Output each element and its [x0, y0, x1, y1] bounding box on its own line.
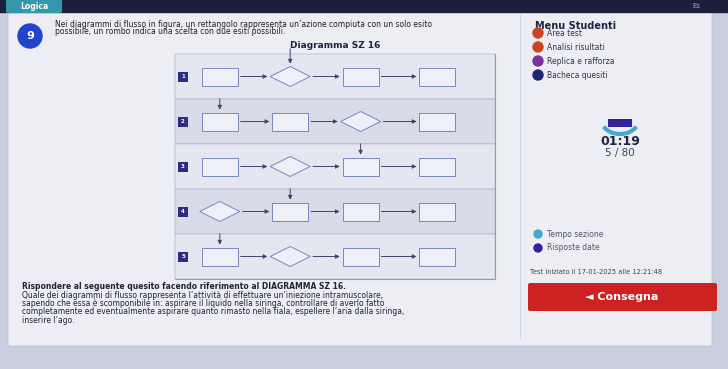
Text: Tempo sezione: Tempo sezione: [547, 230, 604, 238]
Text: sapendo che essa è scomponibile in: aspirare il liquido nella siringa, controlla: sapendo che essa è scomponibile in: aspi…: [22, 299, 384, 308]
Text: Nei diagrammi di flusso in figura, un rettangolo rappresenta un’azione compiuta : Nei diagrammi di flusso in figura, un re…: [55, 20, 432, 29]
Bar: [178, 117, 188, 127]
Polygon shape: [270, 66, 310, 86]
Bar: [419, 68, 456, 86]
FancyBboxPatch shape: [8, 12, 712, 346]
Text: Bacheca quesiti: Bacheca quesiti: [547, 70, 608, 79]
Text: Area test: Area test: [547, 28, 582, 38]
FancyBboxPatch shape: [6, 0, 62, 13]
Bar: [175, 54, 495, 99]
Bar: [178, 162, 188, 172]
Text: 5 / 80: 5 / 80: [605, 148, 635, 158]
Bar: [178, 207, 188, 217]
Bar: [175, 54, 495, 279]
Bar: [272, 203, 308, 221]
Polygon shape: [199, 201, 240, 221]
Text: 1: 1: [181, 74, 185, 79]
Bar: [178, 72, 188, 82]
Bar: [178, 252, 188, 262]
Bar: [419, 203, 456, 221]
Bar: [202, 68, 238, 86]
Circle shape: [534, 230, 542, 238]
Text: Rispondere al seguente quesito facendo riferimento al DIAGRAMMA SZ 16.: Rispondere al seguente quesito facendo r…: [22, 282, 346, 291]
Bar: [419, 248, 456, 266]
FancyBboxPatch shape: [528, 283, 717, 311]
Bar: [343, 203, 379, 221]
Text: 01:19: 01:19: [600, 134, 640, 148]
Circle shape: [533, 56, 543, 66]
Text: 9: 9: [26, 31, 34, 41]
Circle shape: [18, 24, 42, 48]
Polygon shape: [341, 111, 381, 131]
Bar: [608, 119, 632, 127]
Bar: [272, 113, 308, 131]
Bar: [202, 113, 238, 131]
Text: possibile, un rombo indica una scelta con due esiti possibili.: possibile, un rombo indica una scelta co…: [55, 27, 285, 36]
Bar: [202, 158, 238, 176]
Text: 4: 4: [181, 209, 185, 214]
Polygon shape: [270, 156, 310, 176]
Bar: [0, 0, 728, 12]
Circle shape: [533, 70, 543, 80]
Circle shape: [534, 244, 542, 252]
Text: completamente ed eventualmente aspirare quanto rimasto nella fiala, espellere l’: completamente ed eventualmente aspirare …: [22, 307, 404, 317]
Text: 3: 3: [181, 164, 185, 169]
Bar: [202, 248, 238, 266]
Circle shape: [533, 42, 543, 52]
Text: Risposte date: Risposte date: [547, 244, 600, 252]
Text: Analisi risultati: Analisi risultati: [547, 42, 605, 52]
Bar: [419, 113, 456, 131]
Bar: [175, 144, 495, 189]
Bar: [343, 68, 379, 86]
Text: Quale dei diagrammi di flusso rappresenta l’attività di effettuare un’iniezione : Quale dei diagrammi di flusso rappresent…: [22, 290, 383, 300]
Bar: [175, 99, 495, 144]
Text: Logica: Logica: [20, 1, 48, 10]
Polygon shape: [270, 246, 310, 266]
Bar: [419, 158, 456, 176]
Text: Es: Es: [692, 3, 700, 9]
Text: 2: 2: [181, 119, 185, 124]
Bar: [343, 248, 379, 266]
Text: Diagramma SZ 16: Diagramma SZ 16: [290, 41, 380, 50]
Text: Test iniziato il 17-01-2025 alle 12:21:48: Test iniziato il 17-01-2025 alle 12:21:4…: [530, 269, 662, 275]
Bar: [343, 158, 379, 176]
Text: Menu Studenti: Menu Studenti: [535, 21, 616, 31]
Text: Replica e rafforza: Replica e rafforza: [547, 56, 614, 66]
Circle shape: [533, 28, 543, 38]
Text: 5: 5: [181, 254, 185, 259]
Bar: [175, 234, 495, 279]
Text: ◄ Consegna: ◄ Consegna: [585, 292, 659, 302]
Text: inserire l’ago.: inserire l’ago.: [22, 316, 74, 325]
Bar: [175, 189, 495, 234]
